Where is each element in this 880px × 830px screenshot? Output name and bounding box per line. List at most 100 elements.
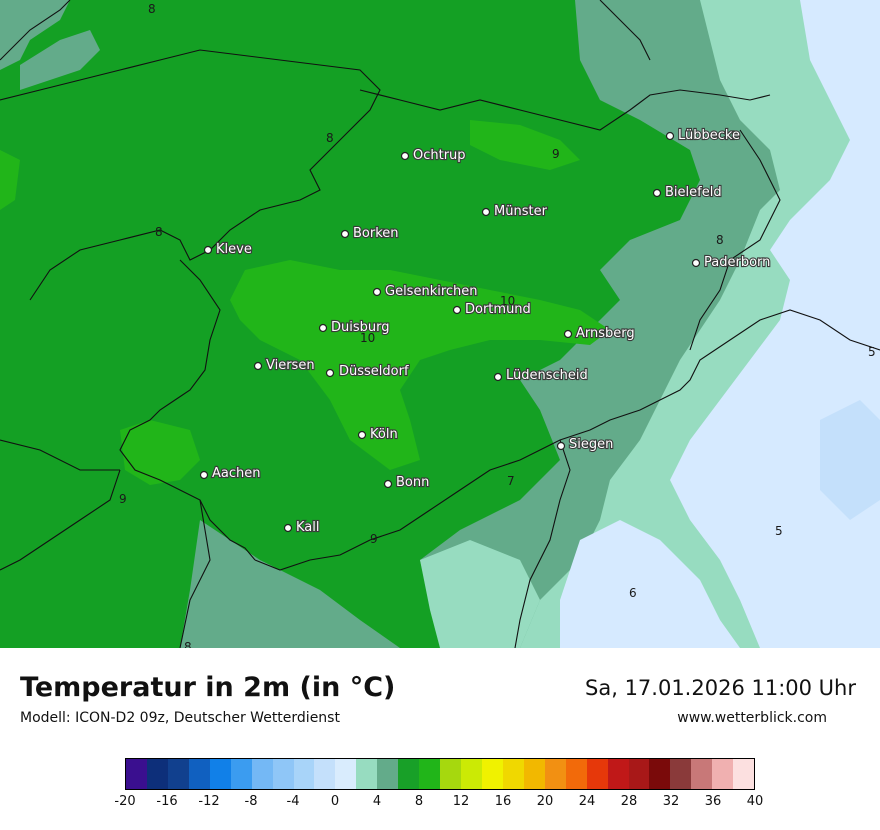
city-muenster: Münster [481,203,549,220]
colorbar-segment [272,759,294,789]
city-kleve: Kleve [203,241,253,258]
map-title: Temperatur in 2m (in °C) [20,672,396,703]
city-label-duesseldorf: Düsseldorf [339,364,409,379]
city-marker [493,372,503,382]
city-luedenscheid: Lüdenscheid [493,367,589,384]
border-nl-de-south [119,259,256,561]
city-marker [199,470,209,480]
border-south-state [254,309,880,571]
city-ochtrup: Ochtrup [400,147,467,164]
border-ns-nrw [359,89,771,131]
temp-zone-9-10-west [0,150,20,210]
temp-zone-cold-patch [820,400,880,520]
city-bielefeld: Bielefeld [652,184,723,201]
border-inner-ne [599,0,651,61]
city-borken: Borken [340,225,400,242]
city-marker [340,229,350,239]
isoline-label: 10 [360,331,375,345]
temperature-colorbar [125,758,755,790]
city-label-paderborn: Paderborn [704,255,770,270]
colorbar-segment [230,759,252,789]
colorbar-segment [146,759,168,789]
city-luebbecke: Lübbecke [665,127,741,144]
city-marker [283,523,293,533]
city-marker [563,329,573,339]
colorbar-segment [398,759,420,789]
city-label-dortmund: Dortmund [465,302,531,317]
colorbar-segment [167,759,189,789]
border-lux [179,499,211,648]
colorbar-ticks: -20 -16 -12 -8 -4 0 4 8 12 16 20 24 28 32 36 40 [114,794,763,814]
city-marker [481,207,491,217]
colorbar-segment [733,759,755,789]
colorbar-segment [544,759,566,789]
temperature-map: 8 8 9 8 8 10 10 9 7 9 6 5 8 5 Ochtrup Lü… [0,0,880,648]
city-label-kall: Kall [296,520,320,535]
colorbar-tick-label: 36 [704,794,722,809]
colorbar-segment [565,759,587,789]
website-link[interactable]: www.wetterblick.com [677,710,827,726]
city-viersen: Viersen [253,357,316,374]
colorbar-segment [419,759,441,789]
border-be-de [0,439,121,571]
city-label-aachen: Aachen [212,466,260,481]
city-marker [452,305,462,315]
city-marker [665,131,675,141]
city-bonn: Bonn [383,474,430,491]
colorbar-segment [670,759,692,789]
colorbar-tick-label: 12 [452,794,470,809]
isoline-label: 9 [370,532,378,546]
city-marker [372,287,382,297]
city-arnsberg: Arnsberg [563,325,636,342]
city-gelsenkirchen: Gelsenkirchen [372,283,479,300]
colorbar-tick-label: -8 [244,794,258,809]
temp-zone-6-7-northwest [20,30,100,90]
colorbar-segment [356,759,378,789]
city-label-bielefeld: Bielefeld [665,185,722,200]
city-koeln: Köln [357,426,399,443]
colorbar-segment [377,759,399,789]
colorbar-tick-label: 28 [620,794,638,809]
city-kall: Kall [283,519,321,536]
city-label-borken: Borken [353,226,399,241]
city-label-siegen: Siegen [569,437,613,452]
forecast-datetime: Sa, 17.01.2026 11:00 Uhr [585,676,856,700]
city-label-luebbecke: Lübbecke [678,128,740,143]
city-marker [318,323,328,333]
city-label-arnsberg: Arnsberg [576,326,635,341]
colorbar-tick-label: 0 [330,794,340,809]
city-label-gelsenkirchen: Gelsenkirchen [385,284,478,299]
city-label-ochtrup: Ochtrup [413,148,466,163]
temp-zone-6-7-south [180,520,400,648]
city-duisburg: Duisburg [318,319,391,336]
isoline-label: 6 [629,586,637,600]
city-marker [357,430,367,440]
isoline-label: 7 [507,474,515,488]
colorbar-segment [461,759,482,789]
city-label-viersen: Viersen [266,358,315,373]
city-marker [325,368,335,378]
colorbar-segment [523,759,545,789]
city-marker [203,245,213,255]
city-label-bonn: Bonn [396,475,429,490]
isoline-label: 5 [775,524,783,538]
isoline-label: 9 [552,147,560,161]
colorbar-segment [628,759,650,789]
isoline-labels: 8 8 9 8 8 10 10 9 7 9 6 5 8 5 [119,2,876,648]
city-aachen: Aachen [199,465,262,482]
colorbar-segment [712,759,734,789]
city-marker [691,258,701,268]
temp-zone-9-10-aachen [120,420,200,485]
city-marker [400,151,410,161]
isoline-label: 8 [155,225,163,239]
colorbar-segment [293,759,315,789]
city-marker [253,361,263,371]
city-duesseldorf: Düsseldorf [325,363,410,380]
colorbar-segment [691,759,713,789]
colorbar-segment [586,759,608,789]
border-nl-de-north [0,0,381,301]
colorbar-segment [209,759,231,789]
colorbar-segment [335,759,357,789]
colorbar-segment [607,759,629,789]
border-nrw-east [689,129,781,351]
